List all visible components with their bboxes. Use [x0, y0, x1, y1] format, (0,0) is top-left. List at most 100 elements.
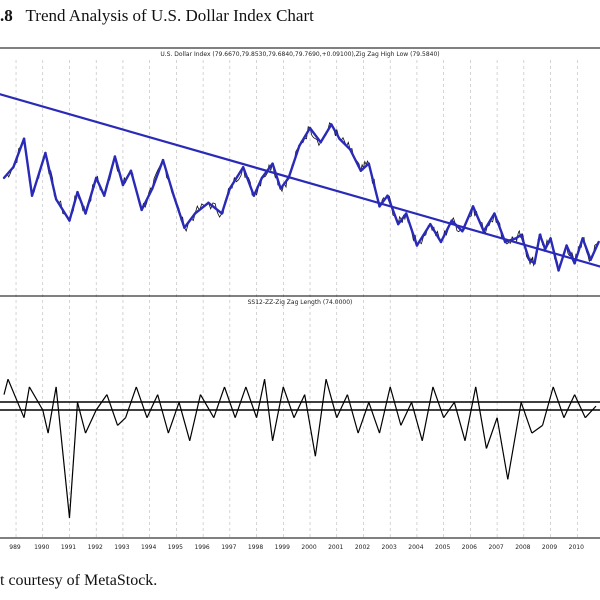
trendline — [0, 93, 600, 268]
zigzag-segment-28 — [287, 144, 301, 180]
zigzag-length-segment-19 — [189, 394, 202, 441]
zigzag-segment-9 — [95, 176, 106, 197]
zigzag-length-segment-4 — [42, 409, 49, 434]
price-panel-title: U.S. Dollar Index (79.6670,79.8530,79.68… — [160, 51, 439, 58]
zigzag-length-segment-12 — [117, 417, 127, 426]
x-tick-labels: 989 1990 1991 1992 1993 1994 1995 1996 1997 1998 1… — [9, 544, 584, 551]
zigzag-length-segment-24 — [245, 386, 258, 418]
price-panel-bg — [0, 48, 600, 296]
zigzag-length-segment-17 — [167, 402, 180, 434]
zigzag-segment-5 — [54, 198, 71, 222]
figure-title-text: Trend Analysis of U.S. Dollar Index Char… — [25, 6, 314, 25]
x-tick-2010: 2010 — [569, 544, 584, 551]
figure-credit: t courtesy of MetaStock. — [0, 572, 158, 589]
zigzag-length-segment-40 — [411, 402, 423, 441]
vertical-gridlines — [15, 60, 578, 538]
zigzag-segment-14 — [140, 187, 154, 212]
x-tick-2002: 2002 — [355, 544, 370, 551]
zigzag-segment-39 — [397, 212, 408, 226]
zigzag-length-segment-51 — [531, 424, 543, 434]
zigzag-length-segment-29 — [293, 394, 306, 418]
zigzag-segment-60 — [581, 237, 592, 261]
zigzag-length-segment-11 — [106, 394, 119, 426]
trendline-series — [0, 93, 600, 268]
zigzag-length-segment-47 — [485, 417, 498, 449]
zigzag-segment-48 — [493, 212, 507, 244]
zigzag-length-segment-36 — [368, 402, 381, 434]
zigzag-length-segment-54 — [563, 394, 576, 418]
zigzag-length-segment-41 — [421, 386, 434, 441]
zigzag-segment-0 — [2, 165, 15, 180]
zigzag-segment-2 — [22, 137, 34, 197]
zigzag-length-segment-23 — [234, 386, 247, 418]
zigzag-length-segment-26 — [263, 379, 274, 441]
zigzag-segment-47 — [482, 212, 496, 233]
x-tick-1997: 1997 — [221, 544, 236, 551]
x-tick-1993: 1993 — [114, 544, 129, 551]
zigzag-length-segment-53 — [552, 386, 565, 418]
zigzag-length-segment-27 — [272, 386, 284, 441]
zigzag-length-segment-13 — [125, 386, 137, 418]
x-tick-1996: 1996 — [194, 544, 209, 551]
zigzag-length-segment-16 — [157, 394, 169, 434]
zigzag-length-segment-5 — [47, 386, 57, 434]
zigzag-segment-11 — [113, 155, 125, 187]
zigzag-length-segment-33 — [336, 394, 348, 418]
x-tick-1991: 1991 — [61, 544, 76, 551]
zigzag-segment-51 — [519, 233, 531, 261]
zigzag-length-segment-20 — [199, 394, 215, 419]
zigzag-segment-10 — [103, 155, 117, 197]
x-tick-2006: 2006 — [462, 544, 477, 551]
zigzag-segment-40 — [405, 212, 419, 247]
zigzag-segment-3 — [30, 151, 47, 197]
x-tick-2007: 2007 — [488, 544, 503, 551]
zigzag-length-segment-55 — [574, 394, 586, 418]
zigzag-length-segment-1 — [7, 378, 25, 418]
zigzag-length-segment-8 — [76, 402, 87, 434]
zigzag-length-segment-37 — [378, 386, 391, 434]
x-tick-1992: 1992 — [88, 544, 103, 551]
zigzag-length-segment-30 — [304, 394, 316, 457]
zigzag-length-segment-38 — [389, 386, 402, 426]
zigzag-segment-23 — [242, 165, 256, 197]
zigzag-segment-26 — [271, 162, 282, 190]
zigzag-length-segment-56 — [584, 405, 597, 419]
zigzag-length-segment-32 — [325, 379, 338, 418]
x-tick-989: 989 — [9, 544, 21, 551]
zigzag-length-segment-15 — [146, 394, 159, 418]
zigzag-segment-16 — [161, 158, 175, 197]
zigzag-length-segment-43 — [443, 401, 455, 419]
zigzag-length-segment-28 — [282, 386, 295, 418]
zigzag-length-segment-39 — [400, 402, 413, 426]
indicator-panel-title: SS12-ZZ-Zig Zag Length (74.0000) — [248, 299, 353, 306]
zigzag-length-segment-42 — [432, 386, 445, 418]
zigzag-segment-35 — [359, 162, 371, 172]
x-tick-2001: 2001 — [328, 544, 343, 551]
zigzag-length-segment-10 — [95, 394, 108, 411]
zigzag-segment-15 — [151, 158, 165, 190]
zigzag-segment-21 — [220, 187, 232, 215]
x-tick-2004: 2004 — [408, 544, 423, 551]
zigzag-length-segment-7 — [68, 402, 79, 518]
x-tick-1995: 1995 — [168, 544, 183, 551]
zigzag-segment-38 — [386, 194, 400, 226]
zigzag-length-segment-25 — [255, 379, 266, 418]
zigzag-length-series — [0, 378, 600, 518]
zigzag-segment-29 — [298, 126, 312, 148]
zigzag-segment-32 — [330, 123, 341, 140]
zigzag-length-segment-35 — [357, 402, 370, 434]
zigzag-segment-36 — [367, 162, 381, 208]
zigzag-length-segment-9 — [84, 409, 97, 434]
x-tick-2005: 2005 — [435, 544, 450, 551]
figure-number: .8 — [0, 6, 13, 25]
zigzag-length-segment-31 — [314, 379, 327, 457]
zigzag-length-segment-6 — [55, 386, 71, 518]
zigzag-segment-57 — [557, 244, 568, 272]
zigzag-segment-8 — [84, 176, 98, 215]
x-tick-1990: 1990 — [34, 544, 49, 551]
zigzag-segment-27 — [279, 176, 290, 190]
zigzag-length-segment-21 — [213, 386, 226, 418]
zigzag-segment-41 — [415, 222, 432, 247]
zigzag-length-segment-22 — [223, 386, 236, 418]
zigzag-length-segment-0 — [3, 379, 9, 395]
